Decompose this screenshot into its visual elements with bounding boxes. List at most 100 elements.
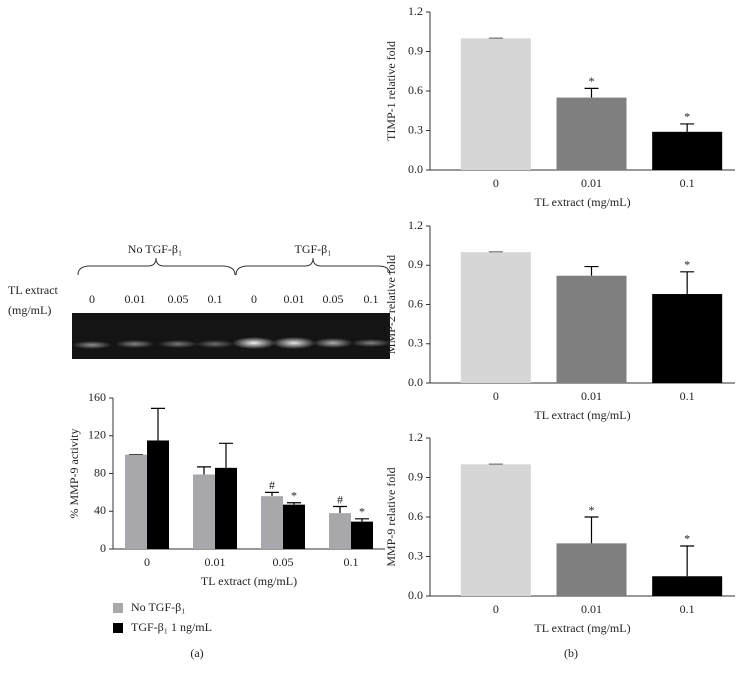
lane-label: 0.01 xyxy=(284,292,305,306)
x-tick-label: 0.1 xyxy=(344,555,359,569)
bar xyxy=(261,496,283,549)
bar xyxy=(556,275,627,383)
lane-label: 0 xyxy=(89,292,95,306)
y-tick-label: 0.6 xyxy=(408,296,423,310)
x-tick-label: 0.1 xyxy=(680,389,695,403)
significance-marker: * xyxy=(684,110,690,124)
brace xyxy=(235,257,391,276)
error-bar xyxy=(333,505,347,514)
x-tick-label: 0.01 xyxy=(205,555,226,569)
lane-label: 0.1 xyxy=(208,292,223,306)
y-tick-label: 40 xyxy=(94,503,106,517)
bar xyxy=(460,38,531,171)
y-tick-label: 0.9 xyxy=(408,257,423,271)
error-bar xyxy=(680,123,695,132)
y-tick-label: 0.0 xyxy=(408,375,423,389)
y-tick-label: 0.6 xyxy=(408,509,423,523)
gel-row-label: (mg/mL) xyxy=(8,303,51,317)
y-tick-label: 0.9 xyxy=(408,43,423,57)
significance-marker: * xyxy=(684,258,690,272)
bar xyxy=(652,294,723,383)
y-axis-label: % MMP-9 activity xyxy=(67,429,81,519)
x-tick-label: 0 xyxy=(144,555,150,569)
x-tick-label: 0.01 xyxy=(581,389,602,403)
lane-label: 0.1 xyxy=(364,292,379,306)
bar xyxy=(556,97,627,170)
error-bar xyxy=(680,545,695,577)
y-tick-label: 0 xyxy=(100,541,106,555)
x-tick-label: 0.01 xyxy=(581,602,602,616)
bar xyxy=(147,440,169,549)
error-bar xyxy=(355,518,369,522)
error-bar xyxy=(197,466,211,475)
bar xyxy=(556,543,627,596)
lane-label: 0 xyxy=(251,292,257,306)
y-tick-label: 0.6 xyxy=(408,83,423,97)
x-tick-label: 0 xyxy=(493,389,499,403)
y-tick-label: 0.0 xyxy=(408,162,423,176)
error-bar xyxy=(584,87,599,98)
x-axis-label: TL extract (mg/mL) xyxy=(534,408,630,422)
y-tick-label: 0.9 xyxy=(408,469,423,483)
bar xyxy=(460,464,531,596)
brace xyxy=(77,257,236,276)
y-axis-label: MMP-9 relative fold xyxy=(384,467,398,566)
bar xyxy=(329,513,351,549)
y-tick-label: 0.3 xyxy=(408,122,423,136)
y-tick-label: 0.3 xyxy=(408,548,423,562)
legend-swatch xyxy=(113,603,123,613)
bar xyxy=(193,474,215,549)
error-bar xyxy=(151,407,165,441)
error-bar xyxy=(219,442,233,468)
y-tick-label: 120 xyxy=(88,428,106,442)
bar xyxy=(652,131,723,170)
significance-marker: * xyxy=(359,505,365,519)
gel-group-label: TGF-β₁ xyxy=(295,242,332,256)
panel-label: (b) xyxy=(564,646,578,660)
error-bar xyxy=(265,491,279,497)
x-axis-label: TL extract (mg/mL) xyxy=(201,574,297,588)
error-bar xyxy=(584,516,599,544)
legend-swatch xyxy=(113,623,123,633)
legend-label: No TGF-β₁ xyxy=(131,600,185,614)
y-tick-label: 80 xyxy=(94,465,106,479)
bar xyxy=(125,454,147,549)
bar xyxy=(351,521,373,549)
x-tick-label: 0.05 xyxy=(273,555,294,569)
y-tick-label: 1.2 xyxy=(408,430,423,444)
x-axis-label: TL extract (mg/mL) xyxy=(534,621,630,635)
lane-label: 0.05 xyxy=(323,292,344,306)
gel-image xyxy=(72,313,391,359)
legend-label: TGF-β₁ 1 ng/mL xyxy=(131,620,212,634)
gel-group-label: No TGF-β₁ xyxy=(128,242,182,256)
error-bar xyxy=(680,271,695,295)
y-tick-label: 0.3 xyxy=(408,336,423,350)
error-bar xyxy=(584,265,599,276)
bar xyxy=(215,467,237,549)
panel-label: (a) xyxy=(190,646,203,660)
y-tick-label: 160 xyxy=(88,390,106,404)
significance-marker: * xyxy=(589,503,595,517)
gel-row-label: TL extract xyxy=(8,283,59,297)
y-axis-label: MMP-2 relative fold xyxy=(384,255,398,354)
significance-marker: * xyxy=(291,489,297,503)
x-tick-label: 0.01 xyxy=(581,176,602,190)
x-tick-label: 0 xyxy=(493,602,499,616)
y-axis-label: TIMP-1 relative fold xyxy=(384,41,398,141)
significance-marker: * xyxy=(684,532,690,546)
x-tick-label: 0.1 xyxy=(680,176,695,190)
x-axis-label: TL extract (mg/mL) xyxy=(534,195,630,209)
lane-label: 0.05 xyxy=(168,292,189,306)
y-tick-label: 1.2 xyxy=(408,4,423,18)
significance-marker: # xyxy=(337,492,343,506)
significance-marker: # xyxy=(269,478,275,492)
y-tick-label: 1.2 xyxy=(408,218,423,232)
bar xyxy=(460,252,531,383)
x-tick-label: 0.1 xyxy=(680,602,695,616)
x-tick-label: 0 xyxy=(493,176,499,190)
significance-marker: * xyxy=(589,74,595,88)
bar xyxy=(652,576,723,596)
error-bar xyxy=(287,502,301,505)
lane-label: 0.01 xyxy=(125,292,146,306)
